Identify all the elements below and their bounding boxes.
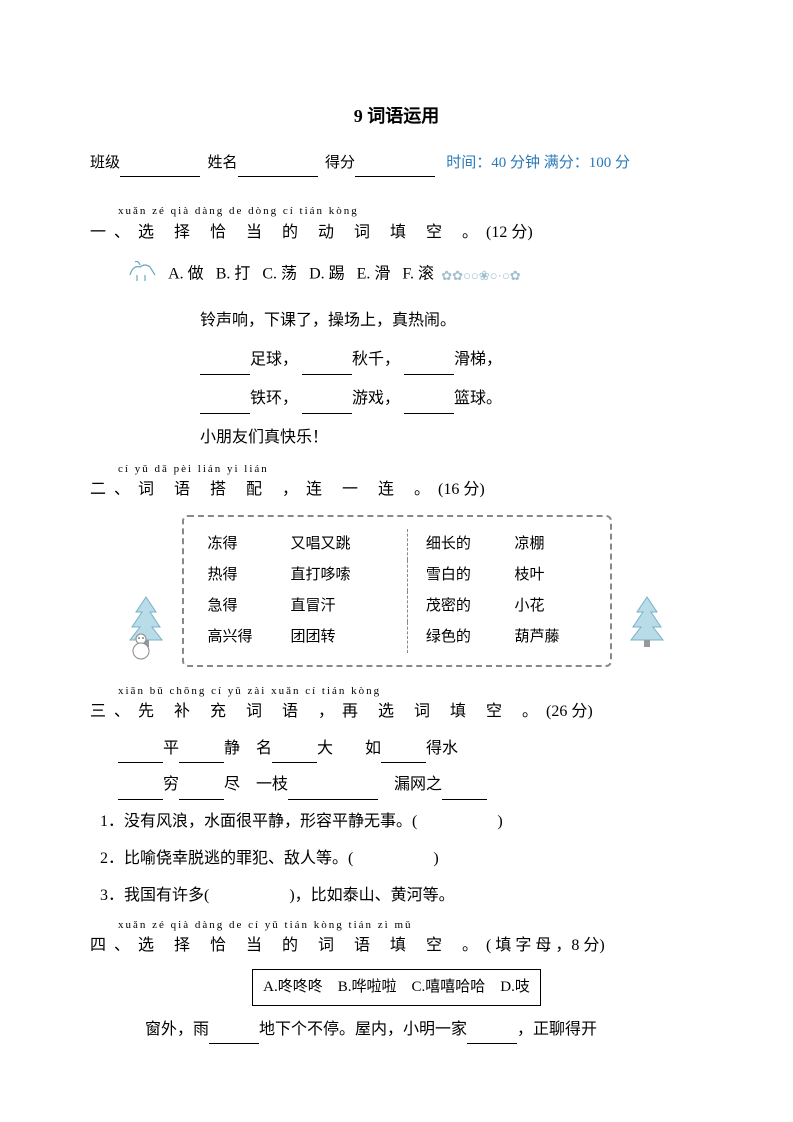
q2-match-box: 冻得又唱又跳细长的凉棚 热得直打哆嗦雪白的枝叶 急得直冒汗茂密的小花 高兴得团团… xyxy=(182,515,612,667)
table-row: 急得直冒汗茂密的小花 xyxy=(202,591,592,622)
q1-blank[interactable] xyxy=(200,357,250,375)
q1-pinyin: xuǎn zé qià dàng de dòng cí tián kòng xyxy=(118,205,703,218)
class-label: 班级 xyxy=(90,155,120,171)
q1-opt-b: B. 打 xyxy=(216,266,251,283)
q1-options: A. 做 B. 打 C. 荡 D. 踢 E. 滑 F. 滚 ✿✿○○❀○·○✿ xyxy=(125,255,703,295)
q1-line3: 铁环， 游戏， 篮球。 xyxy=(200,385,703,414)
score-blank[interactable] xyxy=(355,159,435,177)
q2-title: 二、词 语 搭 配 ，连 一 连 。 xyxy=(90,481,438,498)
q3-title: 三、先 补 充 词 语 ，再 选 词 填 空 。 xyxy=(90,703,546,720)
q4-pinyin: xuǎn zé qià dàng de cí yǔ tián kòng tián… xyxy=(118,919,703,932)
q3-line2: 穷尽 一枝 漏网之 xyxy=(118,771,703,800)
q1-opt-f: F. 滚 xyxy=(402,266,434,283)
q4-line1: 窗外，雨地下个不停。屋内，小明一家，正聊得开 xyxy=(145,1016,703,1045)
q1-line2: 足球， 秋千， 滑梯， xyxy=(200,346,703,375)
q4-title: 四、选 择 恰 当 的 词 语 填 空 。 xyxy=(90,937,486,954)
q1-title: 一、选 择 恰 当 的 动 词 填 空 。 xyxy=(90,224,486,241)
q3-line1: 平静 名大 如得水 xyxy=(118,735,703,764)
q1-opt-c: C. 荡 xyxy=(262,266,297,283)
q4-points: ( 填 字 母 ，8 分) xyxy=(486,937,605,954)
q4-blank[interactable] xyxy=(209,1026,259,1044)
q3-header: xiān bǔ chōng cí yǔ zài xuǎn cí tián kòn… xyxy=(90,685,703,727)
q1-blank[interactable] xyxy=(302,396,352,414)
score-label: 得分 xyxy=(325,155,355,171)
table-row: 高兴得团团转绿色的葫芦藤 xyxy=(202,622,592,653)
q1-line1: 铃声响，下课了，操场上，真热闹。 xyxy=(200,307,703,336)
q3-points: (26 分) xyxy=(546,703,593,720)
q1-opt-a: A. 做 xyxy=(168,266,204,283)
q3-pinyin: xiān bǔ chōng cí yǔ zài xuǎn cí tián kòn… xyxy=(118,685,703,698)
q1-blank[interactable] xyxy=(404,357,454,375)
class-blank[interactable] xyxy=(120,159,200,177)
name-label: 姓名 xyxy=(208,155,238,171)
q2-header: cí yǔ dā pèi lián yi lián 二、词 语 搭 配 ，连 一… xyxy=(90,463,703,505)
q1-blank[interactable] xyxy=(302,357,352,375)
q1-blank[interactable] xyxy=(200,396,250,414)
q1-header: xuǎn zé qià dàng de dòng cí tián kòng 一、… xyxy=(90,205,703,247)
q1-opt-d: D. 踢 xyxy=(309,266,345,283)
q2-points: (16 分) xyxy=(438,481,485,498)
q2-table: 冻得又唱又跳细长的凉棚 热得直打哆嗦雪白的枝叶 急得直冒汗茂密的小花 高兴得团团… xyxy=(202,529,592,653)
q1-line4: 小朋友们真快乐！ xyxy=(200,424,703,453)
q3-sub2: 2．比喻侥幸脱逃的罪犯、敌人等。() xyxy=(100,845,703,874)
tree-right-icon xyxy=(625,592,670,670)
flower-deco-icon: ✿✿○○❀○·○✿ xyxy=(438,264,521,287)
q3-sub3: 3．我国有许多()，比如泰山、黄河等。 xyxy=(100,882,703,911)
table-row: 冻得又唱又跳细长的凉棚 xyxy=(202,529,592,560)
info-row: 班级 姓名 得分 时间：40 分钟 满分：100 分 xyxy=(90,150,703,177)
q4-blank[interactable] xyxy=(467,1026,517,1044)
q1-opt-e: E. 滑 xyxy=(357,266,391,283)
q2-pinyin: cí yǔ dā pèi lián yi lián xyxy=(118,463,703,476)
q1-points: (12 分) xyxy=(486,224,533,241)
time-info: 时间：40 分钟 满分：100 分 xyxy=(446,155,630,171)
q4-options-box: A.咚咚咚 B.哗啦啦 C.嘻嘻哈哈 D.吱 xyxy=(252,969,541,1006)
snowman-icon xyxy=(129,631,154,673)
q3-sub1: 1．没有风浪，水面很平静，形容平静无事。() xyxy=(100,808,703,837)
q4-header: xuǎn zé qià dàng de cí yǔ tián kòng tián… xyxy=(90,919,703,961)
page-title: 9 词语运用 xyxy=(90,100,703,132)
horse-icon xyxy=(125,255,165,295)
q1-blank[interactable] xyxy=(404,396,454,414)
name-blank[interactable] xyxy=(238,159,318,177)
table-row: 热得直打哆嗦雪白的枝叶 xyxy=(202,560,592,591)
